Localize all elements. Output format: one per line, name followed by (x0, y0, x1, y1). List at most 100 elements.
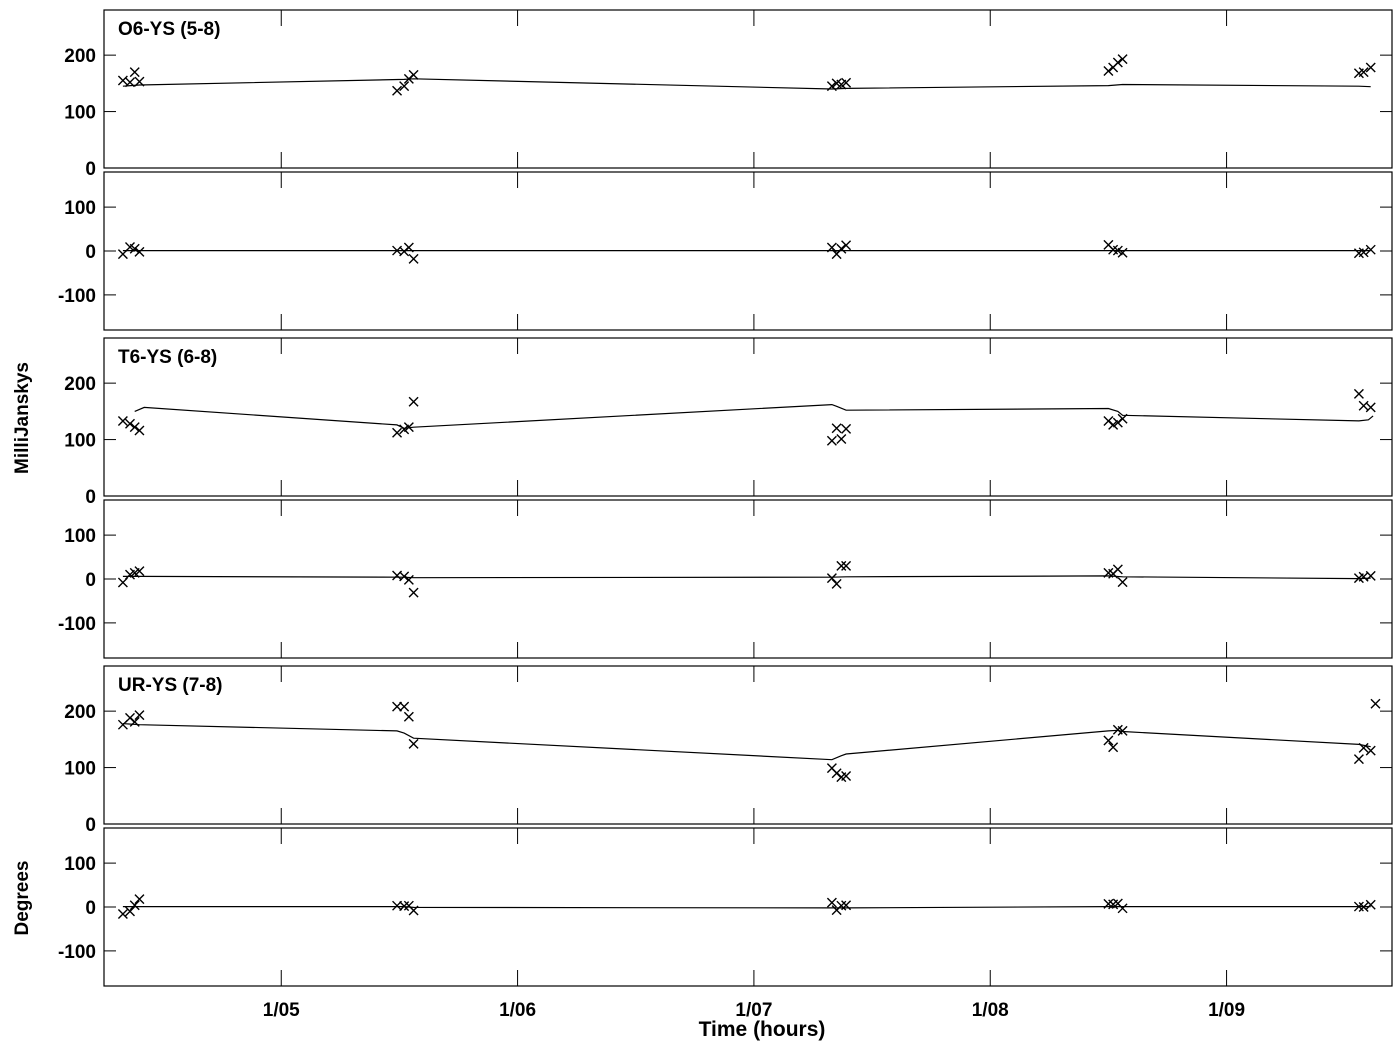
x-tick-label: 1/05 (263, 1000, 300, 1021)
phase-panel-data-point (134, 566, 145, 577)
amplitude-panel-ytick-label: 200 (64, 46, 96, 67)
amplitude-panel-data-point (117, 415, 128, 426)
phase-panel-frame (103, 499, 1393, 659)
phase-panel-data-point (408, 253, 419, 264)
amplitude-panel-data-point (1117, 413, 1128, 424)
x-tick-label: 1/08 (972, 1000, 1009, 1021)
amplitude-panel-ytick-label: 200 (64, 702, 96, 723)
phase-panel-data-point (1358, 247, 1369, 258)
amplitude-panel-ytick-label: 200 (64, 374, 96, 395)
amplitude-panel-model-line (122, 723, 1371, 761)
amplitude-panel-title: O6-YS (5-8) (118, 19, 220, 40)
amplitude-panel-ytick-label: 0 (85, 815, 96, 836)
amplitude-panel-data-point (1353, 754, 1364, 765)
amplitude-panel-title: UR-YS (7-8) (118, 675, 223, 696)
amplitude-panel-ytick-label: 100 (64, 103, 96, 124)
panels-group: 0 100 200 O6-YS (5-8) -100 0 100 0 100 200 T6-YS (… (58, 9, 1393, 1021)
y-axis-label-phase: Degrees (12, 861, 33, 936)
amplitude-panel-data-point (1103, 735, 1114, 746)
amplitude-panel-data-point (392, 85, 403, 96)
x-axis-label: Time (hours) (699, 1018, 826, 1041)
phase-panel-data-point (129, 243, 140, 254)
amplitude-panel-frame (103, 337, 1393, 497)
phase-panel-data-point (134, 894, 145, 905)
phase-panel-data-point (129, 900, 140, 911)
x-tick-label: 1/06 (499, 1000, 536, 1021)
phase-panel-data-point (1117, 903, 1128, 914)
amplitude-panel-data-point (1365, 62, 1376, 73)
amplitude-panel-data-point (1117, 54, 1128, 65)
amplitude-panel-data-point (1358, 67, 1369, 78)
amplitude-panel-data-point (125, 418, 135, 429)
phase-panel-data-point (399, 571, 410, 582)
phase-panel-ytick-label: 0 (85, 242, 96, 263)
amplitude-panel-data-point (1108, 742, 1119, 753)
amplitude-panel-data-point (134, 425, 145, 436)
amplitude-panel-data-point (841, 771, 852, 782)
phase-panel-data-point (841, 240, 852, 251)
phase-panel-data-point (1365, 570, 1376, 581)
x-tick-label: 1/07 (735, 1000, 772, 1021)
amplitude-panel-data-point (392, 427, 403, 438)
phase-panel-data-point (1117, 247, 1128, 258)
amplitude-panel-data-point (408, 69, 419, 80)
x-tick-label: 1/09 (1208, 1000, 1245, 1021)
amplitude-panel-data-point (129, 422, 140, 433)
amplitude-panel-data-point (831, 423, 842, 434)
phase-panel-data-point (836, 243, 847, 254)
amplitude-panel-frame (103, 665, 1393, 825)
phase-panel-ytick-label: 100 (64, 854, 96, 875)
amplitude-panel-data-point (1358, 742, 1369, 753)
amplitude-panel-data-point (134, 76, 145, 87)
phase-panel-data-point (841, 900, 852, 911)
amplitude-panel-data-point (399, 81, 410, 92)
amplitude-panel-data-point (1112, 57, 1123, 68)
amplitude-panel-data-point (1365, 745, 1376, 756)
phase-panel-ytick-label: -100 (58, 942, 96, 963)
amplitude-panel-data-point (841, 77, 852, 88)
amplitude-panel-data-point (129, 67, 140, 78)
amplitude-panel-data-point (1117, 725, 1128, 736)
phase-panel-data-point (826, 897, 837, 908)
phase-panel-data-point (1358, 902, 1369, 912)
phase-panel-model-line (122, 575, 1371, 580)
phase-panel-ytick-label: 100 (64, 198, 96, 219)
amplitude-panel-data-point (836, 434, 847, 445)
phase-panel-ytick-label: -100 (58, 286, 96, 307)
amplitude-panel-data-point (826, 435, 837, 446)
phase-panel-model-line (122, 906, 1371, 909)
amplitude-panel-ytick-label: 0 (85, 159, 96, 180)
phase-panel-data-point (1365, 899, 1376, 910)
amplitude-panel-data-point (1370, 698, 1381, 709)
phase-panel-ytick-label: 100 (64, 526, 96, 547)
amplitude-panel-model-line (122, 78, 1371, 90)
phase-panel-data-point (408, 587, 419, 598)
phase-panel-data-point (408, 905, 419, 916)
phase-panel-data-point (403, 574, 414, 585)
amplitude-panel-data-point (1353, 388, 1364, 399)
amplitude-panel-data-point (826, 81, 837, 92)
y-axis-label-amplitude: MilliJanskys (12, 362, 33, 474)
amplitude-panel-data-point (392, 701, 403, 712)
phase-panel-data-point (1112, 564, 1123, 575)
phase-panel-data-point (836, 560, 847, 571)
phase-panel-data-point (134, 246, 145, 257)
amplitude-panel-data-point (841, 423, 852, 434)
phase-panel-data-point (831, 578, 842, 589)
amplitude-panel-ytick-label: 0 (85, 487, 96, 508)
amplitude-panel-data-point (134, 710, 145, 721)
amplitude-panel-ytick-label: 100 (64, 431, 96, 452)
amplitude-panel-data-point (403, 422, 414, 433)
phase-panel-data-point (836, 900, 847, 911)
phase-panel-data-point (403, 242, 414, 253)
phase-panel-data-point (1365, 244, 1376, 255)
amplitude-panel-model-line (134, 403, 1374, 429)
amplitude-panel-data-point (125, 77, 135, 88)
amplitude-panel-data-point (403, 711, 414, 722)
phase-panel-data-point (841, 560, 852, 571)
phase-panel-ytick-label: -100 (58, 614, 96, 635)
phase-panel-data-point (117, 909, 128, 920)
phase-panel-data-point (125, 906, 135, 917)
amplitude-panel-title: T6-YS (6-8) (118, 347, 217, 368)
